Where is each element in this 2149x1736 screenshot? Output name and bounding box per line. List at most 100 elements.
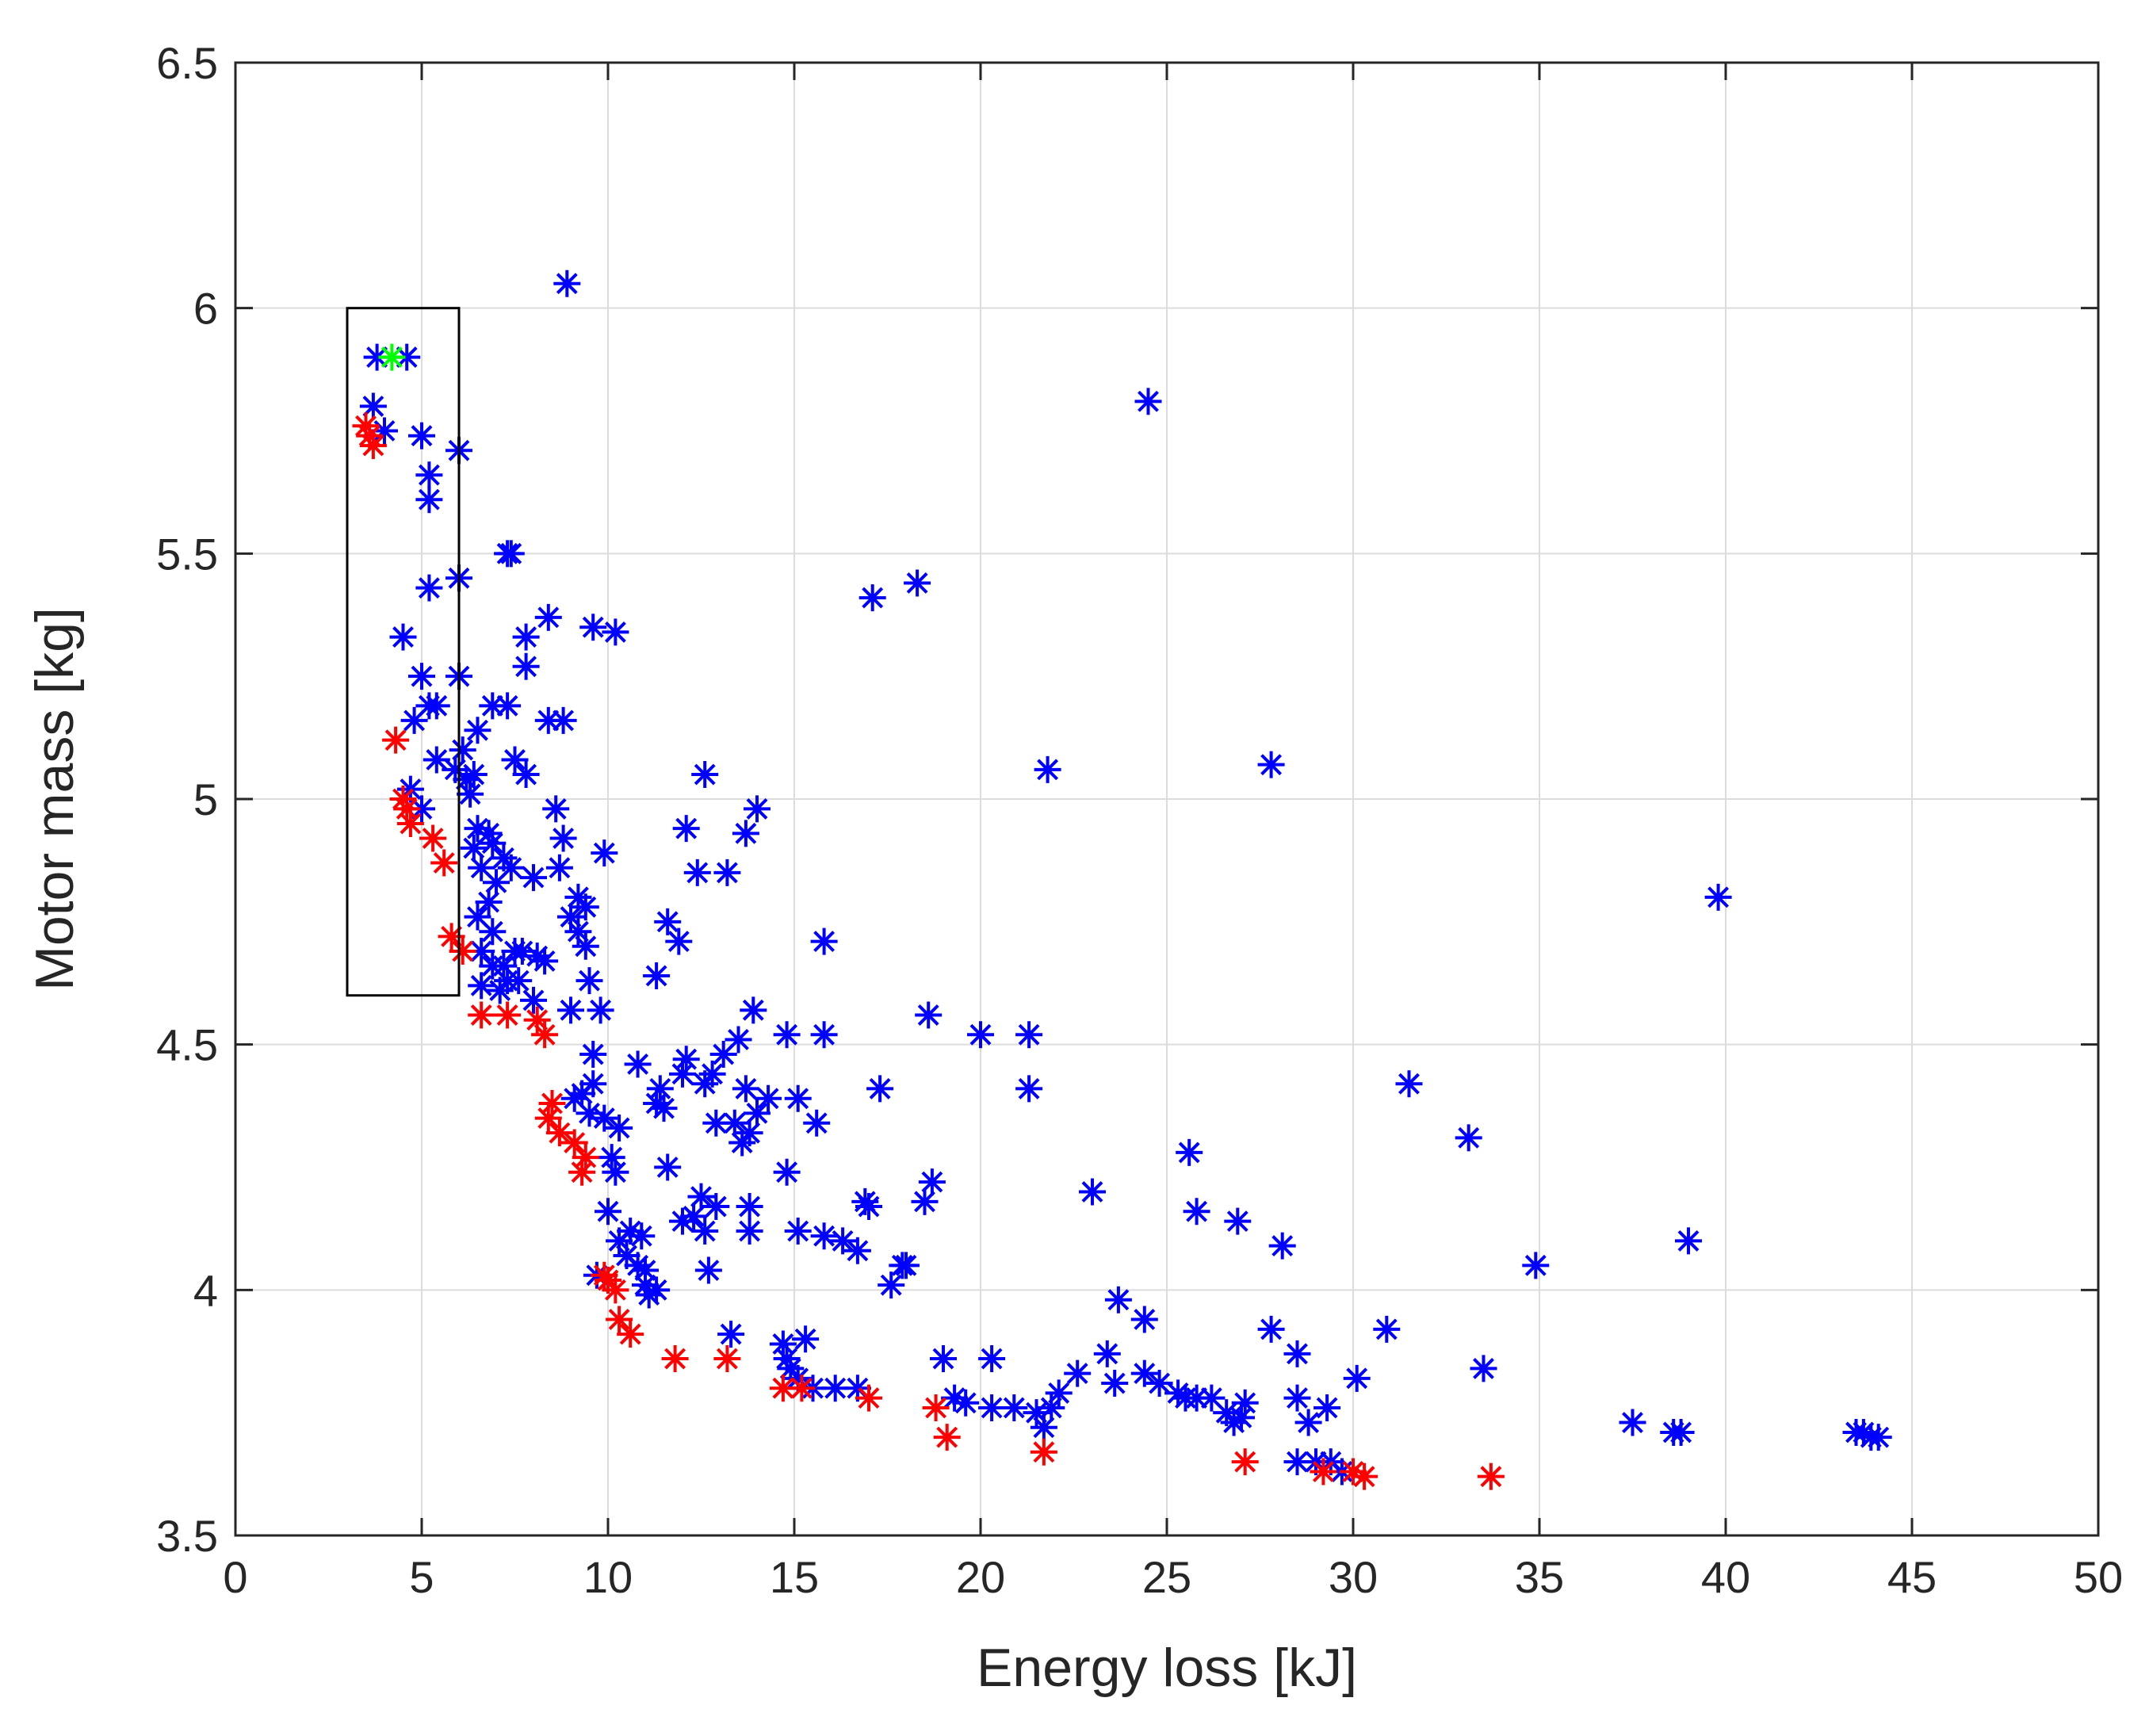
dominated-point [479,918,507,946]
dominated-point [978,1394,1006,1421]
dominated-point [1231,1389,1259,1417]
dominated-point [624,1252,652,1279]
y-tick-label: 5.5 [156,529,218,579]
dominated-point [505,967,533,995]
series-dominated [359,270,1892,1486]
dominated-point [691,761,719,789]
dominated-point [449,736,476,764]
dominated-point [549,706,577,734]
dominated-point [606,1114,633,1141]
dominated-point [453,766,480,793]
pareto-point [382,726,410,754]
dominated-point [632,1271,659,1299]
dominated-point [878,1271,905,1299]
dominated-point [579,614,607,641]
pareto-point [538,1089,566,1117]
dominated-point [784,1084,812,1112]
dominated-point [1101,1370,1129,1398]
dominated-point [1343,1364,1371,1392]
dominated-point [475,889,503,916]
pareto-point [788,1375,816,1402]
dominated-point [702,1193,730,1221]
pareto-point [933,1424,961,1451]
dominated-point [889,1252,916,1279]
dominated-point [595,1198,621,1226]
dominated-point [732,820,759,847]
dominated-point [866,1075,894,1103]
pareto-point [359,432,387,460]
dominated-point [468,854,495,881]
dominated-point [1395,1070,1423,1098]
pareto-point [855,1384,882,1412]
pareto-point [661,1345,689,1373]
dominated-point [1130,1306,1158,1333]
dominated-point [952,1389,980,1417]
y-tick-label: 3.5 [156,1511,218,1561]
dominated-point [721,1109,748,1137]
dominated-point [713,858,741,886]
dominated-point [669,1060,696,1088]
pareto-point [568,1158,596,1186]
dominated-point [475,820,503,847]
dominated-point [564,883,592,911]
dominated-point [1470,1355,1497,1382]
dominated-point [468,972,495,1000]
dominated-point [542,795,570,823]
dominated-point [1038,1394,1065,1421]
dominated-point [371,417,398,445]
x-tick-label: 15 [770,1552,819,1602]
pareto-point [438,923,465,950]
pareto-point [769,1375,797,1402]
dominated-point [1104,1286,1132,1313]
dominated-point [635,1281,663,1309]
dominated-point [829,1227,857,1255]
tick-marks [234,61,2100,1537]
dominated-point [1130,1359,1158,1387]
dominated-point [523,943,551,970]
dominated-point [1283,1448,1311,1476]
dominated-point [1522,1252,1550,1279]
dominated-point [1064,1359,1092,1387]
dominated-point [694,1256,722,1284]
y-tick-label: 6.5 [156,38,218,88]
dominated-point [1864,1424,1892,1451]
dominated-point [725,1026,752,1053]
dominated-point [1023,1399,1050,1427]
pareto-point [468,1001,495,1029]
dominated-point [486,977,514,1004]
x-tick-labels: 0 5 10 15 20 25 30 35 40 45 50 [223,1552,2123,1602]
dominated-point [691,1070,719,1098]
dominated-point [460,761,488,789]
x-tick-label: 35 [1515,1552,1564,1602]
dominated-point [843,1237,871,1264]
dominated-point [773,1158,801,1186]
pareto-point [922,1394,950,1421]
series-selected [378,343,406,371]
dominated-point [508,937,536,965]
dominated-point [393,343,421,371]
dominated-point [709,1041,737,1069]
dominated-point [497,540,525,568]
pareto-point [602,1276,629,1304]
pareto-point [560,1129,588,1157]
dominated-point [545,854,573,881]
dominated-point [442,755,469,783]
dominated-point [564,918,592,946]
dominated-point [728,1129,756,1157]
dominated-point [534,603,562,631]
y-axis-label: Motor mass [kg] [25,607,85,991]
pareto-point [352,412,380,440]
dominated-point [1213,1399,1241,1427]
pareto-point [617,1321,644,1348]
dominated-point [646,1075,674,1103]
dominated-point [464,815,491,843]
dominated-point [1015,1075,1043,1103]
x-tick-label: 20 [956,1552,1005,1602]
dominated-point [520,986,547,1014]
dominated-point [415,461,443,489]
dominated-point [904,569,931,597]
dominated-point [918,1168,946,1196]
dominated-point [1373,1315,1401,1343]
dominated-point [687,1183,715,1210]
